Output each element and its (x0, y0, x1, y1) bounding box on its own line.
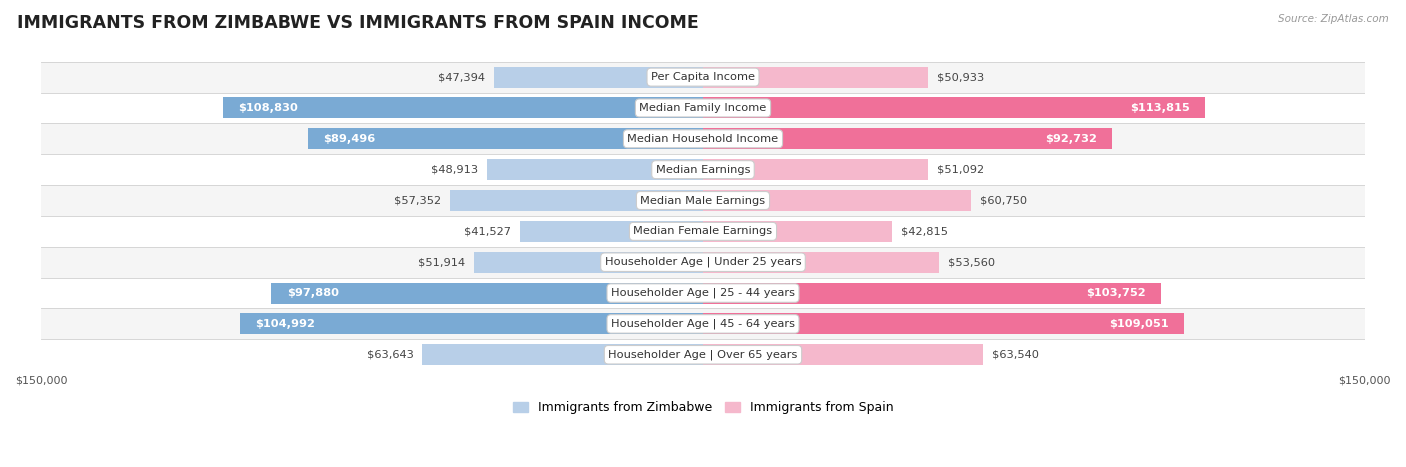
Bar (703, 221, 891, 242)
Bar (450, 190, 703, 211)
Bar (41, 123, 1365, 154)
Text: Householder Age | Over 65 years: Householder Age | Over 65 years (609, 349, 797, 360)
Bar (41, 154, 1365, 185)
Text: $41,527: $41,527 (464, 226, 510, 236)
Text: $51,092: $51,092 (938, 165, 984, 175)
Bar (703, 283, 1161, 304)
Text: $104,992: $104,992 (256, 319, 315, 329)
Bar (41, 185, 1365, 216)
Bar (41, 92, 1365, 123)
Bar (494, 67, 703, 88)
Text: Per Capita Income: Per Capita Income (651, 72, 755, 82)
Bar (41, 216, 1365, 247)
Bar (41, 340, 1365, 370)
Text: $47,394: $47,394 (439, 72, 485, 82)
Text: Median Male Earnings: Median Male Earnings (641, 196, 765, 205)
Bar (240, 313, 703, 334)
Bar (703, 98, 1205, 119)
Bar (703, 313, 1184, 334)
Text: IMMIGRANTS FROM ZIMBABWE VS IMMIGRANTS FROM SPAIN INCOME: IMMIGRANTS FROM ZIMBABWE VS IMMIGRANTS F… (17, 14, 699, 32)
Text: $108,830: $108,830 (239, 103, 298, 113)
Text: $97,880: $97,880 (287, 288, 339, 298)
Text: $48,913: $48,913 (432, 165, 478, 175)
Legend: Immigrants from Zimbabwe, Immigrants from Spain: Immigrants from Zimbabwe, Immigrants fro… (508, 396, 898, 419)
Bar (41, 62, 1365, 92)
Text: Householder Age | Under 25 years: Householder Age | Under 25 years (605, 257, 801, 268)
Bar (271, 283, 703, 304)
Text: $53,560: $53,560 (948, 257, 995, 267)
Text: $109,051: $109,051 (1109, 319, 1168, 329)
Bar (703, 128, 1112, 149)
Bar (41, 309, 1365, 340)
Bar (308, 128, 703, 149)
Text: Median Female Earnings: Median Female Earnings (634, 226, 772, 236)
Text: $92,732: $92,732 (1045, 134, 1097, 144)
Text: $63,540: $63,540 (993, 350, 1039, 360)
Text: $50,933: $50,933 (936, 72, 984, 82)
Bar (703, 252, 939, 273)
Text: Median Family Income: Median Family Income (640, 103, 766, 113)
Bar (703, 67, 928, 88)
Text: $42,815: $42,815 (901, 226, 948, 236)
Bar (41, 278, 1365, 309)
Text: $63,643: $63,643 (367, 350, 413, 360)
Text: Householder Age | 45 - 64 years: Householder Age | 45 - 64 years (612, 318, 794, 329)
Text: $60,750: $60,750 (980, 196, 1026, 205)
Bar (703, 159, 928, 180)
Bar (488, 159, 703, 180)
Text: Median Household Income: Median Household Income (627, 134, 779, 144)
Text: Householder Age | 25 - 44 years: Householder Age | 25 - 44 years (612, 288, 794, 298)
Text: Median Earnings: Median Earnings (655, 165, 751, 175)
Text: $103,752: $103,752 (1085, 288, 1146, 298)
Text: $89,496: $89,496 (323, 134, 375, 144)
Text: Source: ZipAtlas.com: Source: ZipAtlas.com (1278, 14, 1389, 24)
Bar (703, 344, 983, 365)
Bar (224, 98, 703, 119)
Text: $51,914: $51,914 (418, 257, 465, 267)
Text: $57,352: $57,352 (394, 196, 441, 205)
Text: $113,815: $113,815 (1130, 103, 1189, 113)
Bar (520, 221, 703, 242)
Bar (474, 252, 703, 273)
Bar (41, 247, 1365, 278)
Bar (703, 190, 972, 211)
Bar (422, 344, 703, 365)
